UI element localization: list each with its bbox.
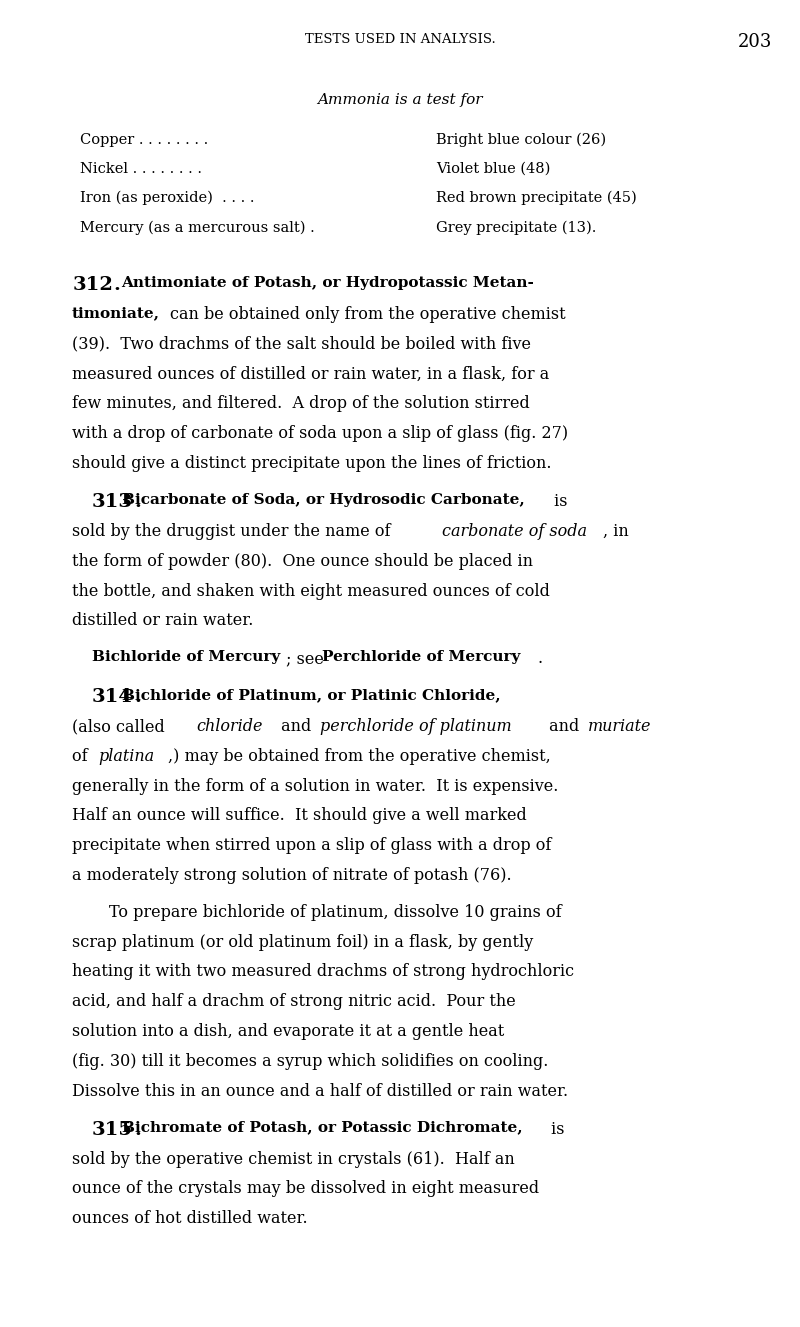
Text: (39).  Two drachms of the salt should be boiled with five: (39). Two drachms of the salt should be … (72, 336, 531, 353)
Text: Mercury (as a mercurous salt) .: Mercury (as a mercurous salt) . (80, 220, 314, 235)
Text: sold by the druggist under the name of: sold by the druggist under the name of (72, 523, 396, 540)
Text: muriate: muriate (588, 718, 651, 735)
Text: 313: 313 (92, 492, 133, 511)
Text: acid, and half a drachm of strong nitric acid.  Pour the: acid, and half a drachm of strong nitric… (72, 993, 516, 1010)
Text: .: . (134, 687, 142, 706)
Text: measured ounces of distilled or rain water, in a flask, for a: measured ounces of distilled or rain wat… (72, 366, 550, 382)
Text: 315: 315 (92, 1120, 133, 1139)
Text: Violet blue (48): Violet blue (48) (436, 162, 550, 176)
Text: TESTS USED IN ANALYSIS.: TESTS USED IN ANALYSIS. (305, 33, 495, 46)
Text: (fig. 30) till it becomes a syrup which solidifies on cooling.: (fig. 30) till it becomes a syrup which … (72, 1054, 548, 1070)
Text: Iron (as peroxide)  . . . .: Iron (as peroxide) . . . . (80, 191, 254, 206)
Text: Ammonia is a test for: Ammonia is a test for (318, 93, 482, 107)
Text: with a drop of carbonate of soda upon a slip of glass (fig. 27): with a drop of carbonate of soda upon a … (72, 425, 568, 442)
Text: generally in the form of a solution in water.  It is expensive.: generally in the form of a solution in w… (72, 778, 558, 795)
Text: .: . (134, 1120, 142, 1139)
Text: Grey precipitate (13).: Grey precipitate (13). (436, 220, 596, 235)
Text: and: and (276, 718, 316, 735)
Text: , in: , in (603, 523, 629, 540)
Text: chloride: chloride (197, 718, 263, 735)
Text: solution into a dish, and evaporate it at a gentle heat: solution into a dish, and evaporate it a… (72, 1023, 504, 1040)
Text: Bright blue colour (26): Bright blue colour (26) (436, 133, 606, 147)
Text: distilled or rain water.: distilled or rain water. (72, 612, 254, 629)
Text: Copper . . . . . . . .: Copper . . . . . . . . (80, 133, 208, 147)
Text: 314: 314 (92, 687, 133, 706)
Text: the form of powder (80).  One ounce should be placed in: the form of powder (80). One ounce shoul… (72, 552, 533, 569)
Text: can be obtained only from the operative chemist: can be obtained only from the operative … (170, 307, 566, 322)
Text: and: and (544, 718, 584, 735)
Text: To prepare bichloride of platinum, dissolve 10 grains of: To prepare bichloride of platinum, disso… (109, 904, 562, 921)
Text: precipitate when stirred upon a slip of glass with a drop of: precipitate when stirred upon a slip of … (72, 837, 551, 855)
Text: Perchloride of Mercury: Perchloride of Mercury (322, 650, 520, 665)
Text: heating it with two measured drachms of strong hydrochloric: heating it with two measured drachms of … (72, 963, 574, 981)
Text: scrap platinum (or old platinum foil) in a flask, by gently: scrap platinum (or old platinum foil) in… (72, 934, 534, 950)
Text: timoniate,: timoniate, (72, 307, 160, 320)
Text: Dissolve this in an ounce and a half of distilled or rain water.: Dissolve this in an ounce and a half of … (72, 1083, 568, 1100)
Text: .: . (134, 492, 142, 511)
Text: perchloride of platinum: perchloride of platinum (320, 718, 512, 735)
Text: sold by the operative chemist in crystals (61).  Half an: sold by the operative chemist in crystal… (72, 1151, 514, 1168)
Text: Antimoniate of Potash, or Hydropotassic Metan-: Antimoniate of Potash, or Hydropotassic … (122, 276, 534, 291)
Text: 312: 312 (73, 276, 114, 295)
Text: platina: platina (98, 747, 154, 764)
Text: Nickel . . . . . . . .: Nickel . . . . . . . . (80, 162, 202, 176)
Text: of: of (72, 747, 93, 764)
Text: ounce of the crystals may be dissolved in eight measured: ounce of the crystals may be dissolved i… (72, 1181, 539, 1197)
Text: few minutes, and filtered.  A drop of the solution stirred: few minutes, and filtered. A drop of the… (72, 395, 530, 413)
Text: Bichloride of Mercury: Bichloride of Mercury (92, 650, 280, 665)
Text: ounces of hot distilled water.: ounces of hot distilled water. (72, 1210, 308, 1227)
Text: Half an ounce will suffice.  It should give a well marked: Half an ounce will suffice. It should gi… (72, 807, 526, 824)
Text: .: . (114, 276, 121, 295)
Text: is: is (546, 1120, 564, 1137)
Text: a moderately strong solution of nitrate of potash (76).: a moderately strong solution of nitrate … (72, 868, 512, 884)
Text: (also called: (also called (72, 718, 170, 735)
Text: Red brown precipitate (45): Red brown precipitate (45) (436, 191, 637, 206)
Text: is: is (549, 492, 567, 510)
Text: 203: 203 (738, 33, 772, 52)
Text: ; see: ; see (286, 650, 330, 667)
Text: carbonate of soda: carbonate of soda (442, 523, 587, 540)
Text: Bicarbonate of Soda, or Hydrosodic Carbonate,: Bicarbonate of Soda, or Hydrosodic Carbo… (122, 492, 524, 507)
Text: should give a distinct precipitate upon the lines of friction.: should give a distinct precipitate upon … (72, 455, 551, 472)
Text: ,) may be obtained from the operative chemist,: ,) may be obtained from the operative ch… (168, 747, 550, 764)
Text: Bichromate of Potash, or Potassic Dichromate,: Bichromate of Potash, or Potassic Dichro… (122, 1120, 522, 1135)
Text: Bichloride of Platinum, or Platinic Chloride,: Bichloride of Platinum, or Platinic Chlo… (122, 687, 500, 702)
Text: .: . (538, 650, 542, 667)
Text: the bottle, and shaken with eight measured ounces of cold: the bottle, and shaken with eight measur… (72, 583, 550, 600)
